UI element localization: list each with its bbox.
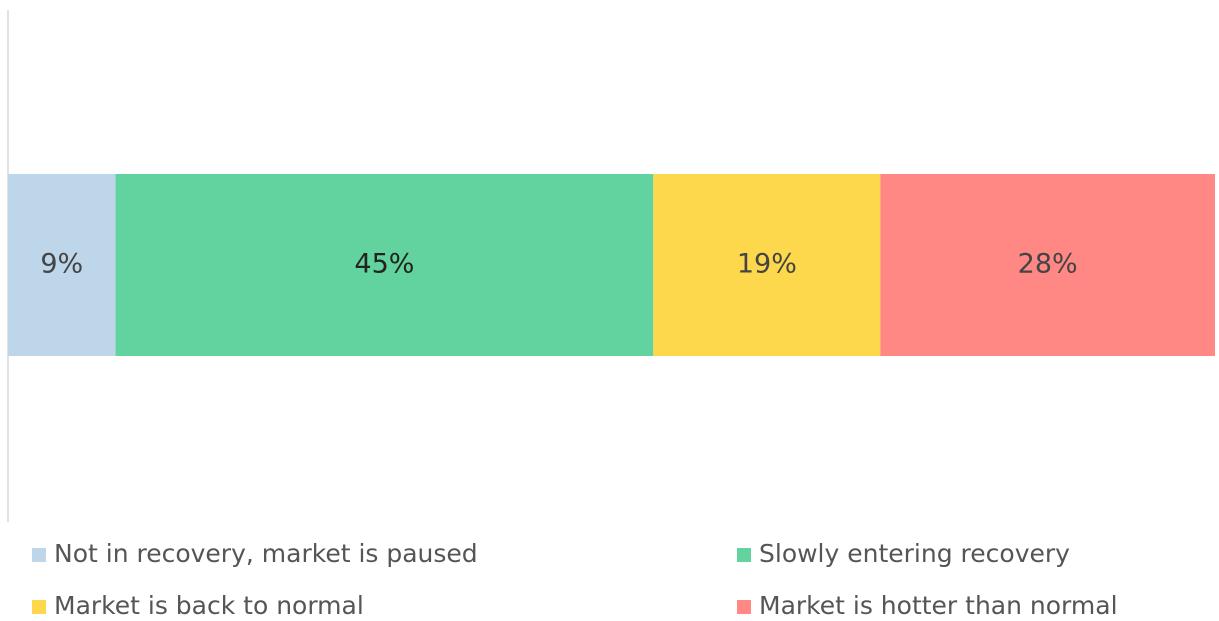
legend-swatch [737, 548, 751, 562]
data-label: 19% [737, 249, 797, 280]
legend-label: Slowly entering recovery [759, 539, 1070, 568]
bar-segment [8, 174, 116, 356]
legend-swatch [737, 600, 751, 614]
data-label: 28% [1018, 249, 1078, 280]
data-label: 45% [354, 249, 414, 280]
legend-swatch [32, 600, 46, 614]
legend-label: Not in recovery, market is paused [54, 539, 478, 568]
legend-label: Market is back to normal [54, 591, 364, 620]
bar-segment [880, 174, 1215, 356]
legend-label: Market is hotter than normal [759, 591, 1118, 620]
bar-segment [115, 174, 654, 356]
legend-swatch [32, 548, 46, 562]
data-label: 9% [40, 249, 83, 280]
bar-segment [653, 174, 881, 356]
